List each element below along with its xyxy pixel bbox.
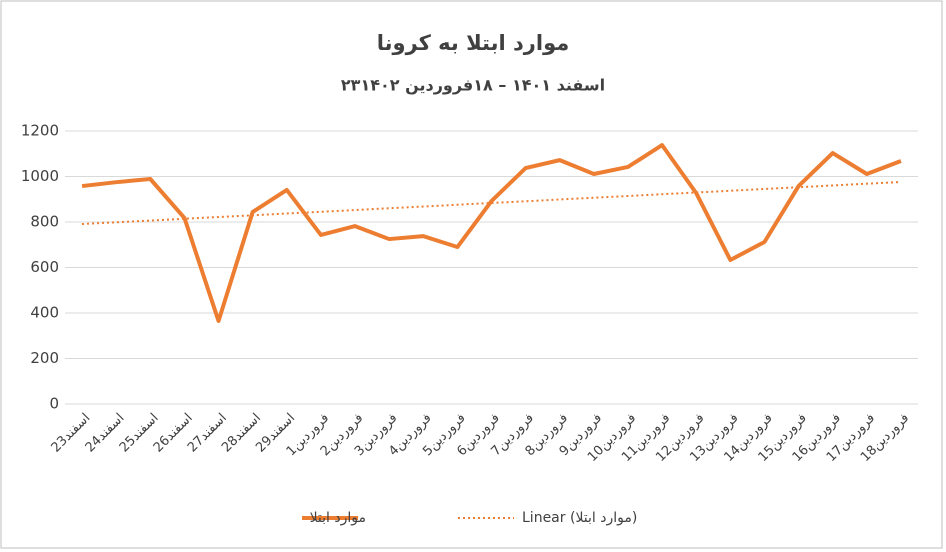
data-line <box>81 143 902 323</box>
y-tick-label: 800 <box>30 213 59 231</box>
y-tick-label: 0 <box>49 395 59 413</box>
legend-label: موارد ابتلا <box>310 510 366 526</box>
y-tick-label: 200 <box>30 349 59 367</box>
y-tick-label: 600 <box>30 258 59 276</box>
chart-title: موارد ابتلا به کرونا <box>377 31 570 55</box>
y-tick-label: 1200 <box>21 122 59 140</box>
legend-label: Linear (موارد ابتلا) <box>522 510 637 526</box>
y-tick-label: 400 <box>30 304 59 322</box>
chart-subtitle: ۲۳اسفند ۱۴۰۱ – ۱۸فروردین ۱۴۰۲ <box>341 76 605 95</box>
trend-line <box>82 180 901 226</box>
y-tick-label: 1000 <box>21 167 59 185</box>
